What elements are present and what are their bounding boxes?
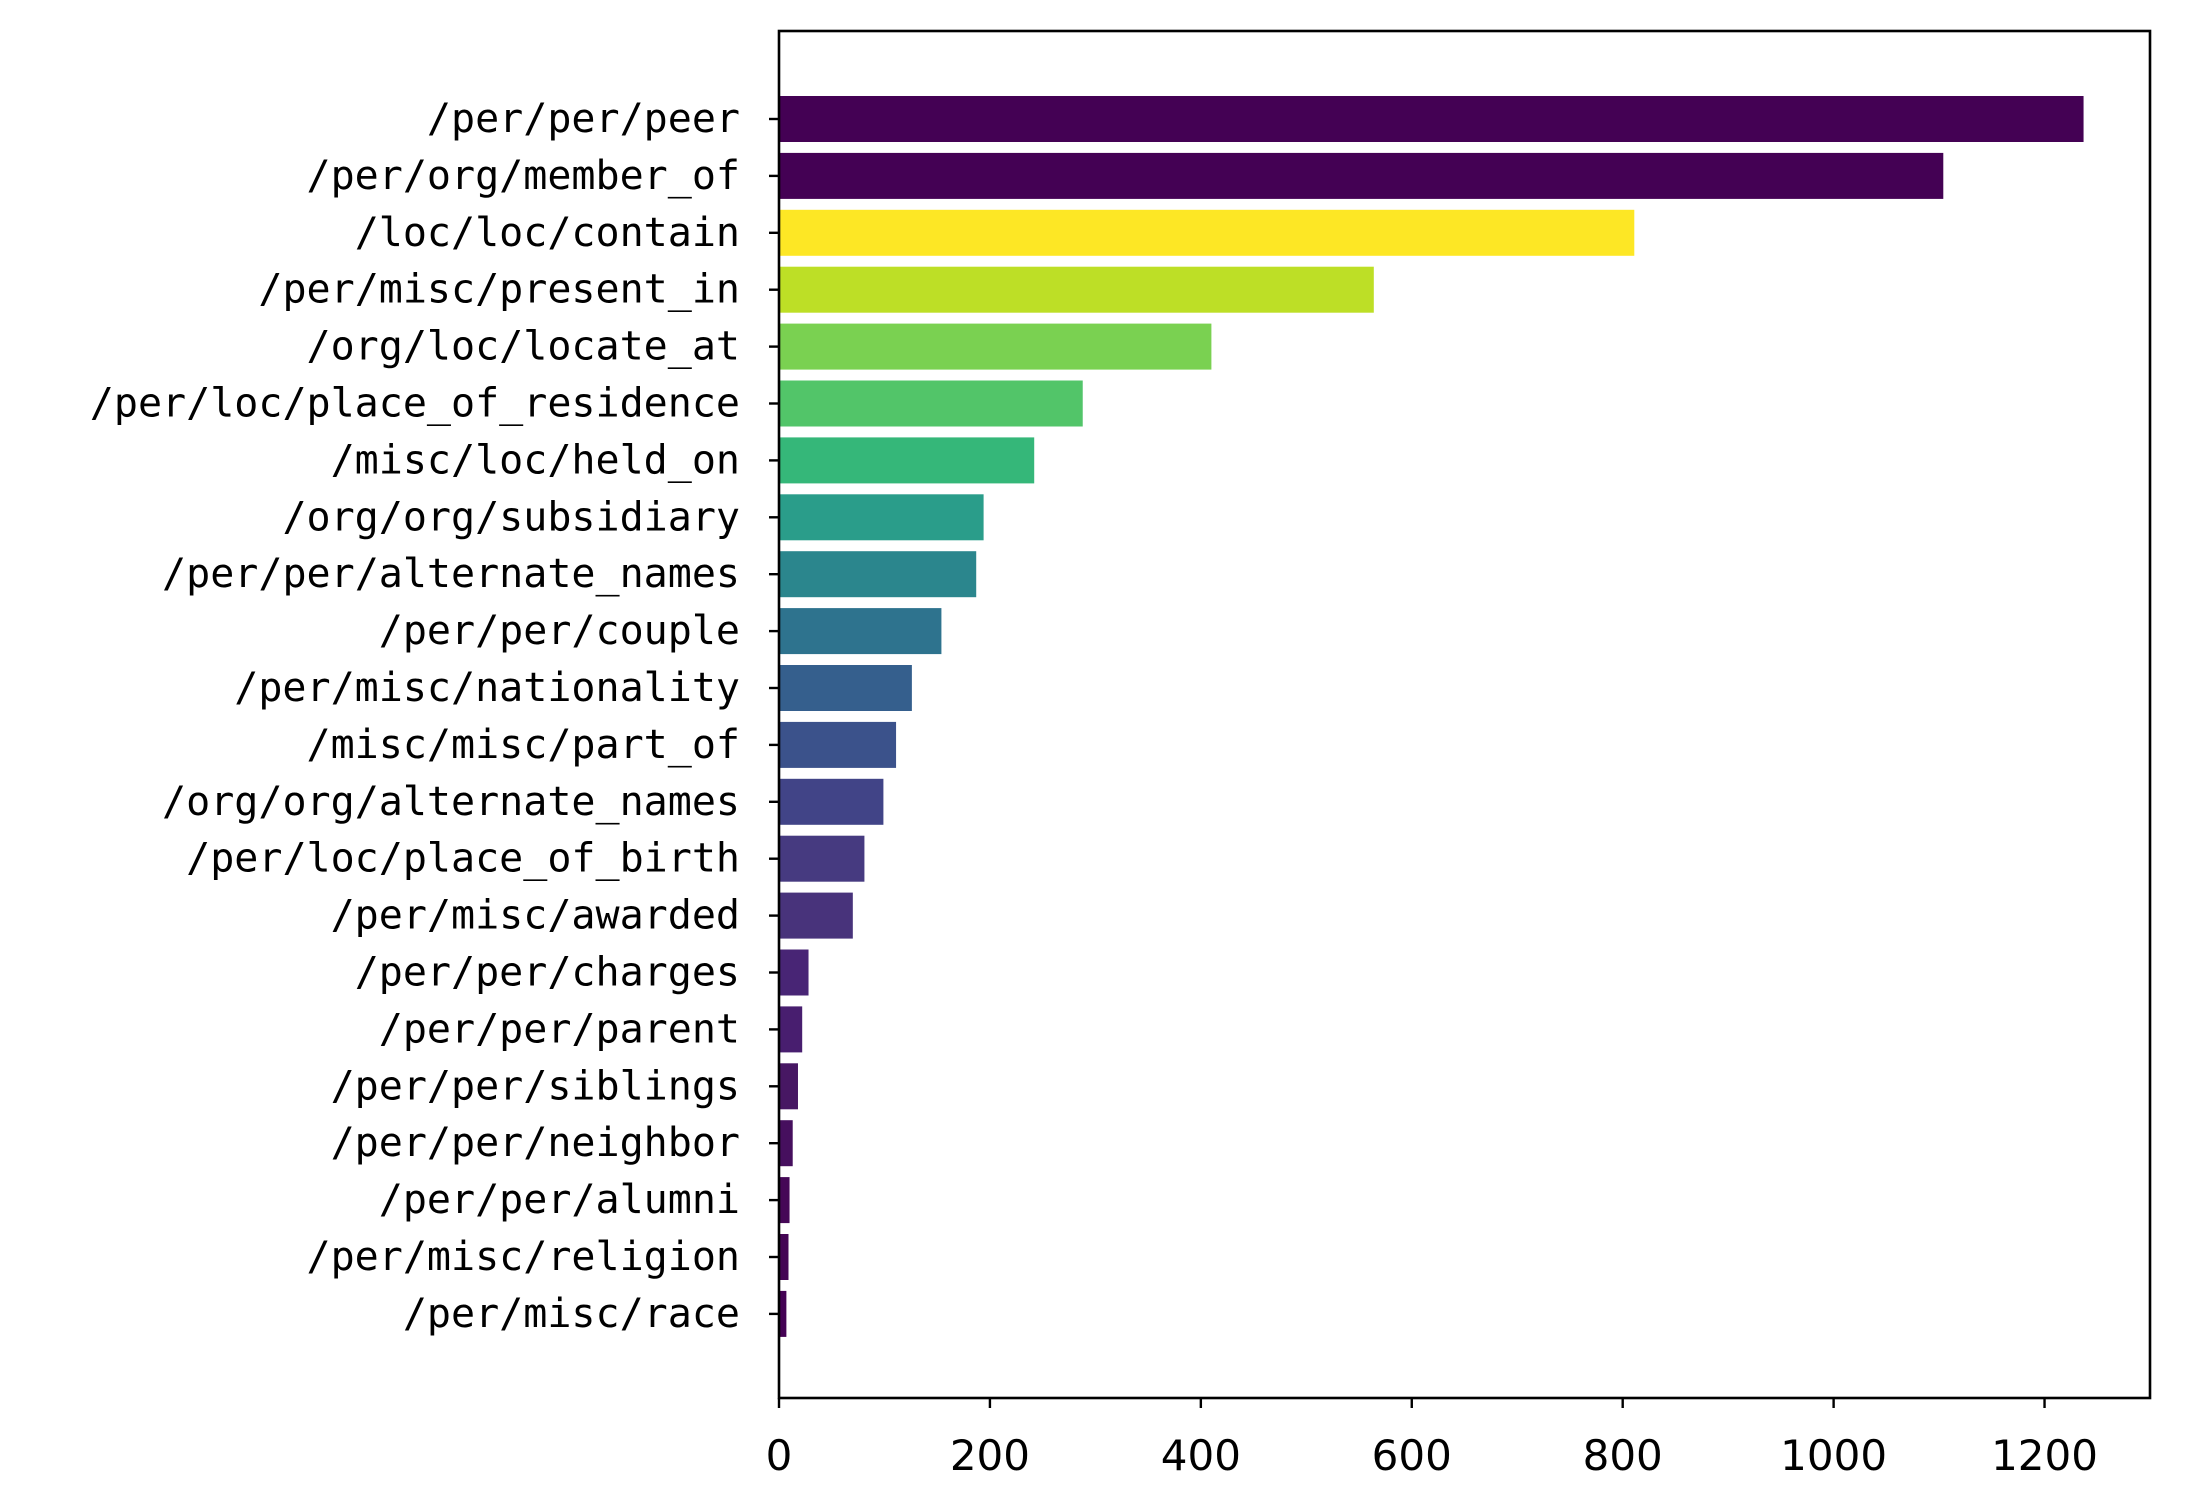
bar-17 [779, 1063, 798, 1110]
x-tick-label-1: 200 [950, 1431, 1030, 1480]
x-axis-ticks: 0 200 400 600 800 1000 1200 [766, 1398, 2098, 1480]
bar-4 [779, 323, 1212, 370]
plot-frame [777, 29, 2152, 1400]
y-tick-label-12: /org/org/alternate_names [162, 779, 740, 825]
bar-10 [779, 665, 912, 711]
bar-13 [779, 835, 865, 882]
y-tick-label-19: /per/per/alumni [379, 1177, 740, 1223]
bar-18 [779, 1120, 793, 1167]
y-tick-label-16: /per/per/parent [379, 1006, 740, 1052]
x-tick-label-0: 0 [766, 1431, 793, 1480]
bar-0 [779, 96, 2084, 142]
bar-8 [779, 551, 977, 598]
y-tick-label-15: /per/per/charges [355, 950, 740, 996]
bar-19 [779, 1177, 790, 1224]
bar-1 [779, 152, 1944, 199]
y-tick-label-5: /per/loc/place_of_residence [90, 381, 740, 427]
y-tick-label-13: /per/loc/place_of_birth [186, 836, 740, 882]
x-tick-label-2: 400 [1161, 1431, 1241, 1480]
bars-group [779, 96, 2084, 1337]
bar-3 [779, 266, 1374, 313]
bar-14 [779, 892, 853, 939]
y-tick-label-10: /per/misc/nationality [234, 665, 740, 711]
bar-12 [779, 778, 884, 825]
bar-9 [779, 608, 942, 655]
y-tick-label-17: /per/per/siblings [331, 1063, 740, 1109]
bar-21 [779, 1290, 787, 1337]
bar-16 [779, 1006, 803, 1053]
y-tick-label-18: /per/per/neighbor [331, 1120, 740, 1166]
y-tick-label-11: /misc/misc/part_of [307, 722, 740, 768]
y-tick-label-9: /per/per/couple [379, 608, 740, 654]
y-tick-label-0: /per/per/peer [427, 96, 740, 142]
y-tick-label-20: /per/misc/religion [307, 1234, 740, 1280]
y-axis-ticks: /per/per/peer/per/org/member_of/loc/loc/… [90, 96, 779, 1337]
bar-11 [779, 721, 897, 768]
y-tick-label-8: /per/per/alternate_names [162, 551, 740, 597]
y-tick-label-7: /org/org/subsidiary [282, 494, 740, 540]
y-tick-label-1: /per/org/member_of [307, 153, 740, 199]
y-tick-label-21: /per/misc/race [403, 1291, 740, 1337]
y-tick-label-4: /org/loc/locate_at [307, 324, 740, 370]
bar-20 [779, 1234, 789, 1280]
bar-6 [779, 437, 1035, 484]
y-tick-label-3: /per/misc/present_in [258, 267, 740, 313]
x-tick-label-3: 600 [1372, 1431, 1452, 1480]
y-tick-label-6: /misc/loc/held_on [331, 437, 740, 483]
x-tick-label-5: 1000 [1780, 1431, 1887, 1480]
bar-5 [779, 380, 1083, 427]
bar-2 [779, 209, 1635, 256]
y-tick-label-2: /loc/loc/contain [355, 210, 740, 256]
x-tick-label-6: 1200 [1991, 1431, 2098, 1480]
bar-15 [779, 949, 809, 996]
x-tick-label-4: 800 [1583, 1431, 1663, 1480]
y-tick-label-14: /per/misc/awarded [331, 893, 740, 939]
bar-7 [779, 494, 984, 541]
